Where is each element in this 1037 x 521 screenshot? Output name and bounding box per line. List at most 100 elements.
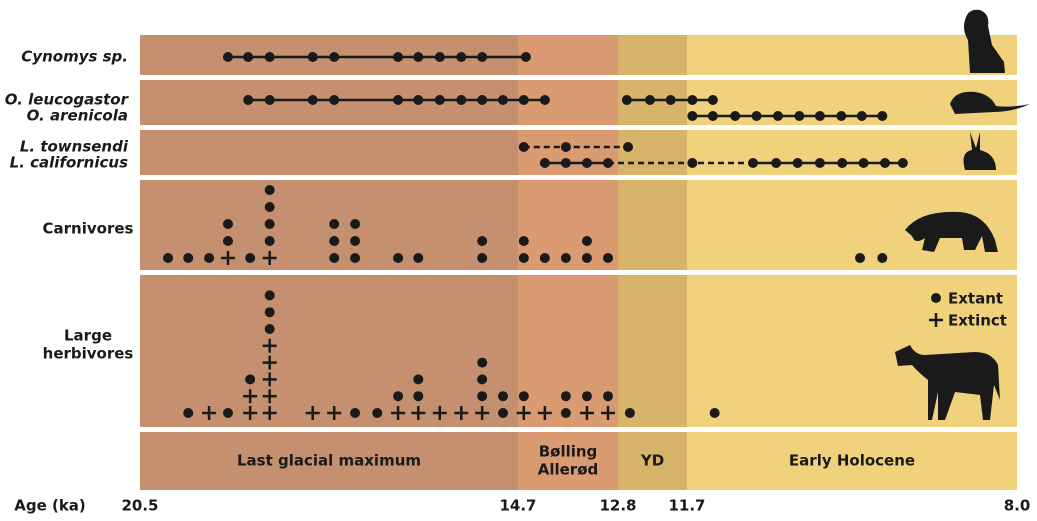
extant-mark	[518, 391, 529, 402]
extinct-mark	[327, 406, 342, 420]
extinct-mark	[243, 389, 258, 404]
extant-mark	[350, 236, 361, 246]
record-dot	[264, 95, 275, 105]
extant-mark	[183, 253, 194, 263]
x-tick-label: 8.0	[1004, 497, 1031, 515]
record-dot	[456, 52, 467, 62]
legend-label: Extant	[948, 290, 1003, 308]
extant-mark	[393, 253, 404, 263]
extant-mark	[518, 253, 529, 263]
extant-mark	[245, 374, 256, 385]
record-dot	[794, 111, 805, 121]
extinct-mark	[202, 406, 217, 420]
mouse-icon	[950, 91, 1030, 114]
record-dot	[856, 111, 867, 121]
gap	[130, 270, 1030, 275]
record-dot	[748, 158, 758, 168]
record-dot	[814, 111, 825, 121]
x-tick-label: 11.7	[668, 497, 705, 515]
record-dot	[307, 95, 318, 105]
record-dot	[772, 111, 783, 121]
extinct-mark	[262, 251, 277, 265]
record-dot	[498, 95, 509, 105]
extant-mark	[581, 391, 592, 402]
extant-mark	[560, 408, 571, 418]
rabbit-icon	[963, 132, 996, 170]
taxon-label: O. arenicola	[27, 107, 128, 125]
record-dot	[329, 52, 340, 62]
record-dot	[413, 52, 424, 62]
extant-mark	[264, 307, 275, 318]
extant-mark	[498, 408, 509, 418]
record-dot	[243, 95, 254, 105]
record-dot	[665, 95, 676, 105]
record-dot	[687, 95, 698, 105]
period-label: Allerød	[538, 461, 599, 479]
extant-mark	[393, 391, 404, 402]
record-dot	[413, 95, 424, 105]
extinct-mark	[220, 251, 235, 265]
extant-mark	[329, 219, 340, 229]
extant-mark	[518, 236, 529, 246]
record-dot	[560, 158, 571, 168]
extant-mark	[222, 236, 233, 246]
extinct-mark	[262, 372, 277, 387]
record-dot	[518, 142, 529, 152]
record-dot	[222, 52, 233, 62]
extant-mark	[372, 408, 383, 418]
x-tick-label: 20.5	[121, 497, 158, 515]
record-dot	[329, 95, 340, 105]
taxon-label: O. leucogastor	[5, 91, 130, 109]
marks	[163, 52, 943, 420]
x-tick-label: 14.7	[499, 497, 536, 515]
record-dot	[687, 158, 698, 168]
extant-mark	[264, 185, 275, 195]
record-dot	[434, 52, 445, 62]
extinct-mark	[262, 355, 277, 370]
record-dot	[751, 111, 762, 121]
record-dot	[730, 111, 741, 121]
record-dot	[520, 52, 531, 62]
extinct-mark	[243, 406, 258, 420]
taxon-label: Cynomys sp.	[21, 48, 128, 66]
extant-mark	[350, 219, 361, 229]
extant-mark	[183, 408, 194, 418]
extant-mark	[413, 391, 424, 402]
extant-mark	[603, 391, 613, 402]
gap	[130, 75, 1030, 80]
extant-mark	[877, 253, 888, 263]
record-dot	[792, 158, 803, 168]
extant-mark	[413, 374, 424, 385]
record-dot	[621, 95, 632, 105]
record-dot	[707, 95, 718, 105]
x-axis-label: Age (ka)	[14, 497, 86, 515]
extant-mark	[222, 219, 233, 229]
extant-mark	[222, 408, 233, 418]
record-dot	[393, 95, 404, 105]
extant-mark	[329, 236, 340, 246]
record-dot	[539, 158, 550, 168]
record-dot	[264, 52, 275, 62]
record-dot	[581, 158, 592, 168]
x-tick-label: 12.8	[599, 497, 636, 515]
extant-mark	[350, 408, 361, 418]
record-dot	[477, 52, 488, 62]
extant-mark	[163, 253, 174, 263]
extinct-mark	[432, 406, 447, 420]
period-label: YD	[640, 452, 664, 470]
record-dot	[837, 158, 848, 168]
prairie-dog-icon	[964, 9, 1005, 73]
extant-mark	[264, 219, 275, 229]
record-dot	[393, 52, 404, 62]
gap	[130, 175, 1030, 180]
extant-mark	[477, 357, 488, 368]
extant-mark	[855, 253, 866, 263]
group-label: Carnivores	[43, 220, 134, 238]
period-label: Early Holocene	[789, 452, 915, 470]
extant-mark	[539, 253, 550, 263]
record-dot	[858, 158, 869, 168]
record-dot	[539, 95, 550, 105]
record-dot	[518, 95, 529, 105]
legend-dot	[931, 293, 941, 303]
group-label: herbivores	[43, 345, 134, 363]
